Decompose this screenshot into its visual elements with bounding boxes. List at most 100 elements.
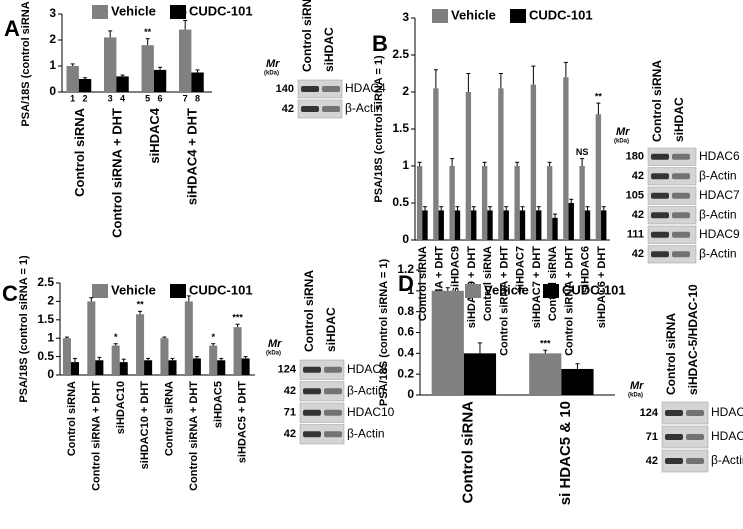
blot-background [661, 401, 709, 425]
y-tick-label: 2.5 [37, 275, 54, 289]
molecular-weight: 124 [278, 364, 297, 376]
blot-lane-label: Control siRNA [300, 0, 314, 72]
band-label: HDAC10 [711, 429, 743, 443]
y-tick-label: 1.5 [37, 312, 54, 326]
bar [144, 360, 153, 375]
bar [70, 362, 80, 375]
x-tick-label: siHDAC9 [450, 246, 462, 293]
x-tick-label: Control siRNA + DHT [498, 246, 510, 356]
x-tick-label: Control siRNA [66, 381, 78, 456]
blot-lane-label: Control siRNA [302, 270, 316, 352]
bar-number: 6 [158, 93, 163, 103]
y-tick-label: 0.4 [397, 346, 414, 360]
x-tick-label: siHDAC7 [515, 246, 527, 293]
bar [503, 210, 509, 240]
bar-number: 2 [83, 93, 88, 103]
blot-background [299, 381, 345, 402]
bar [153, 69, 167, 92]
molecular-weight: 42 [284, 428, 296, 440]
x-tick-label: Control siRNA [417, 246, 429, 321]
blot-lane-label: siHDAC [672, 97, 686, 142]
significance-label: ** [595, 91, 603, 101]
legend-swatch [510, 9, 526, 23]
legend-swatch [92, 284, 108, 298]
x-tick-label: siHDAC5 [212, 381, 224, 428]
y-tick-label: 3 [49, 6, 56, 20]
band-label: β-Actin [347, 383, 385, 397]
band-label: β-Actin [345, 101, 383, 115]
blot-background [299, 359, 345, 380]
legend-swatch [170, 5, 186, 19]
bar [471, 210, 477, 240]
y-tick-label: 2.5 [392, 47, 409, 61]
y-tick-label: 1.5 [392, 121, 409, 135]
legend-swatch [465, 284, 481, 298]
x-tick-label: Control siRNA [482, 246, 494, 321]
bar [431, 290, 464, 395]
blot-background [299, 402, 345, 423]
legend-label: Vehicle [451, 7, 496, 22]
band-label: β-Actin [699, 168, 737, 182]
x-tick-label: Control siRNA + DHT [110, 108, 125, 238]
bar [536, 210, 542, 240]
bar [78, 79, 92, 92]
legend-swatch [432, 9, 448, 23]
blot-band [672, 251, 690, 258]
bar [561, 368, 594, 395]
bar [563, 77, 569, 240]
bar [160, 338, 169, 375]
blot-band [651, 212, 669, 219]
bar [104, 37, 117, 92]
y-tick-label: 0 [49, 84, 56, 98]
bar [233, 327, 242, 375]
x-tick-label: siHDAC10 [115, 381, 127, 434]
band-label: HDAC5 [347, 362, 388, 376]
blot-background [297, 99, 343, 119]
y-tick-label: 1 [402, 158, 409, 172]
bar [191, 72, 204, 92]
blot-band [303, 388, 321, 395]
bar-number: 8 [195, 93, 200, 103]
band-label: HDAC10 [347, 405, 395, 419]
molecular-weight: 140 [276, 83, 294, 95]
blot-band [672, 173, 690, 180]
molecular-weight: 71 [646, 431, 658, 443]
bar [584, 210, 591, 240]
legend-swatch [92, 5, 108, 19]
blot-band [665, 434, 683, 440]
bar [66, 66, 79, 92]
x-tick-label: siHDAC7 + DHT [531, 246, 543, 328]
bar [487, 210, 493, 240]
bar-number: 3 [108, 93, 113, 103]
x-tick-label: Control siRNA + DHT [90, 381, 102, 491]
x-tick-label: Control siRNA [164, 381, 176, 456]
mr-label: Mr [616, 126, 630, 138]
bar-number: 5 [145, 93, 150, 103]
mr-label: Mr [630, 380, 644, 392]
y-tick-label: 0.2 [397, 366, 414, 380]
bar [568, 203, 574, 240]
molecular-weight: 42 [646, 455, 658, 467]
blot-band [665, 410, 683, 416]
legend-label: CUDC-101 [189, 3, 253, 18]
bar [111, 345, 120, 375]
y-tick-label: 3 [402, 10, 409, 24]
molecular-weight: 105 [626, 190, 644, 202]
blot-band [686, 410, 704, 416]
molecular-weight: 180 [626, 151, 644, 163]
panel-label: A [4, 16, 20, 41]
blot-band [322, 106, 340, 112]
y-axis-label: PSA/18S (control siRNA = 1) [18, 255, 30, 403]
blot-band [672, 231, 690, 238]
blot-background [299, 424, 345, 445]
blot-band [651, 192, 669, 199]
blot-band [301, 86, 319, 92]
y-tick-label: 0 [47, 367, 54, 381]
bar [519, 210, 526, 240]
bar [463, 353, 497, 395]
x-tick-label: Control siRNA [547, 246, 559, 321]
blot-lane-label: siHDAC [322, 27, 336, 72]
bar [422, 210, 428, 240]
bar [179, 29, 192, 93]
x-tick-label: Control siRNA [72, 107, 87, 196]
